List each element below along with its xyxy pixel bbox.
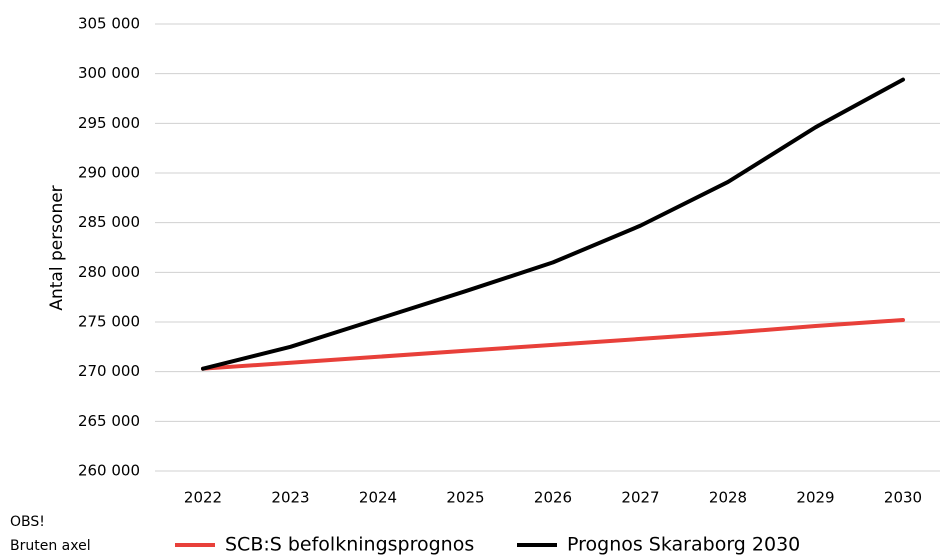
y-tick-label: 300 000 [78,64,140,82]
y-tick-label: 260 000 [78,462,140,480]
y-tick-label: 305 000 [78,15,140,33]
y-tick-label: 270 000 [78,362,140,380]
x-tick-label: 2025 [446,489,484,507]
x-tick-label: 2026 [534,489,572,507]
x-tick-label: 2024 [359,489,397,507]
x-tick-label: 2028 [709,489,747,507]
x-tick-label: 2029 [796,489,834,507]
series-line [201,77,905,371]
legend-label: Prognos Skaraborg 2030 [567,534,800,555]
x-tick-label: 2027 [621,489,659,507]
annotation: Bruten axel [10,538,91,554]
y-tick-label: 275 000 [78,313,140,331]
y-tick-label: 285 000 [78,213,140,231]
y-tick-label: 290 000 [78,164,140,182]
y-tick-label: 280 000 [78,263,140,281]
annotation: OBS! [10,514,45,530]
legend-label: SCB:S befolkningsprognos [225,534,474,555]
x-tick-label: 2022 [184,489,222,507]
y-axis-label: Antal personer [47,185,67,310]
y-tick-label: 295 000 [78,114,140,132]
y-tick-label: 265 000 [78,412,140,430]
series-line [201,318,905,371]
x-tick-label: 2023 [271,489,309,507]
x-tick-label: 2030 [884,489,922,507]
